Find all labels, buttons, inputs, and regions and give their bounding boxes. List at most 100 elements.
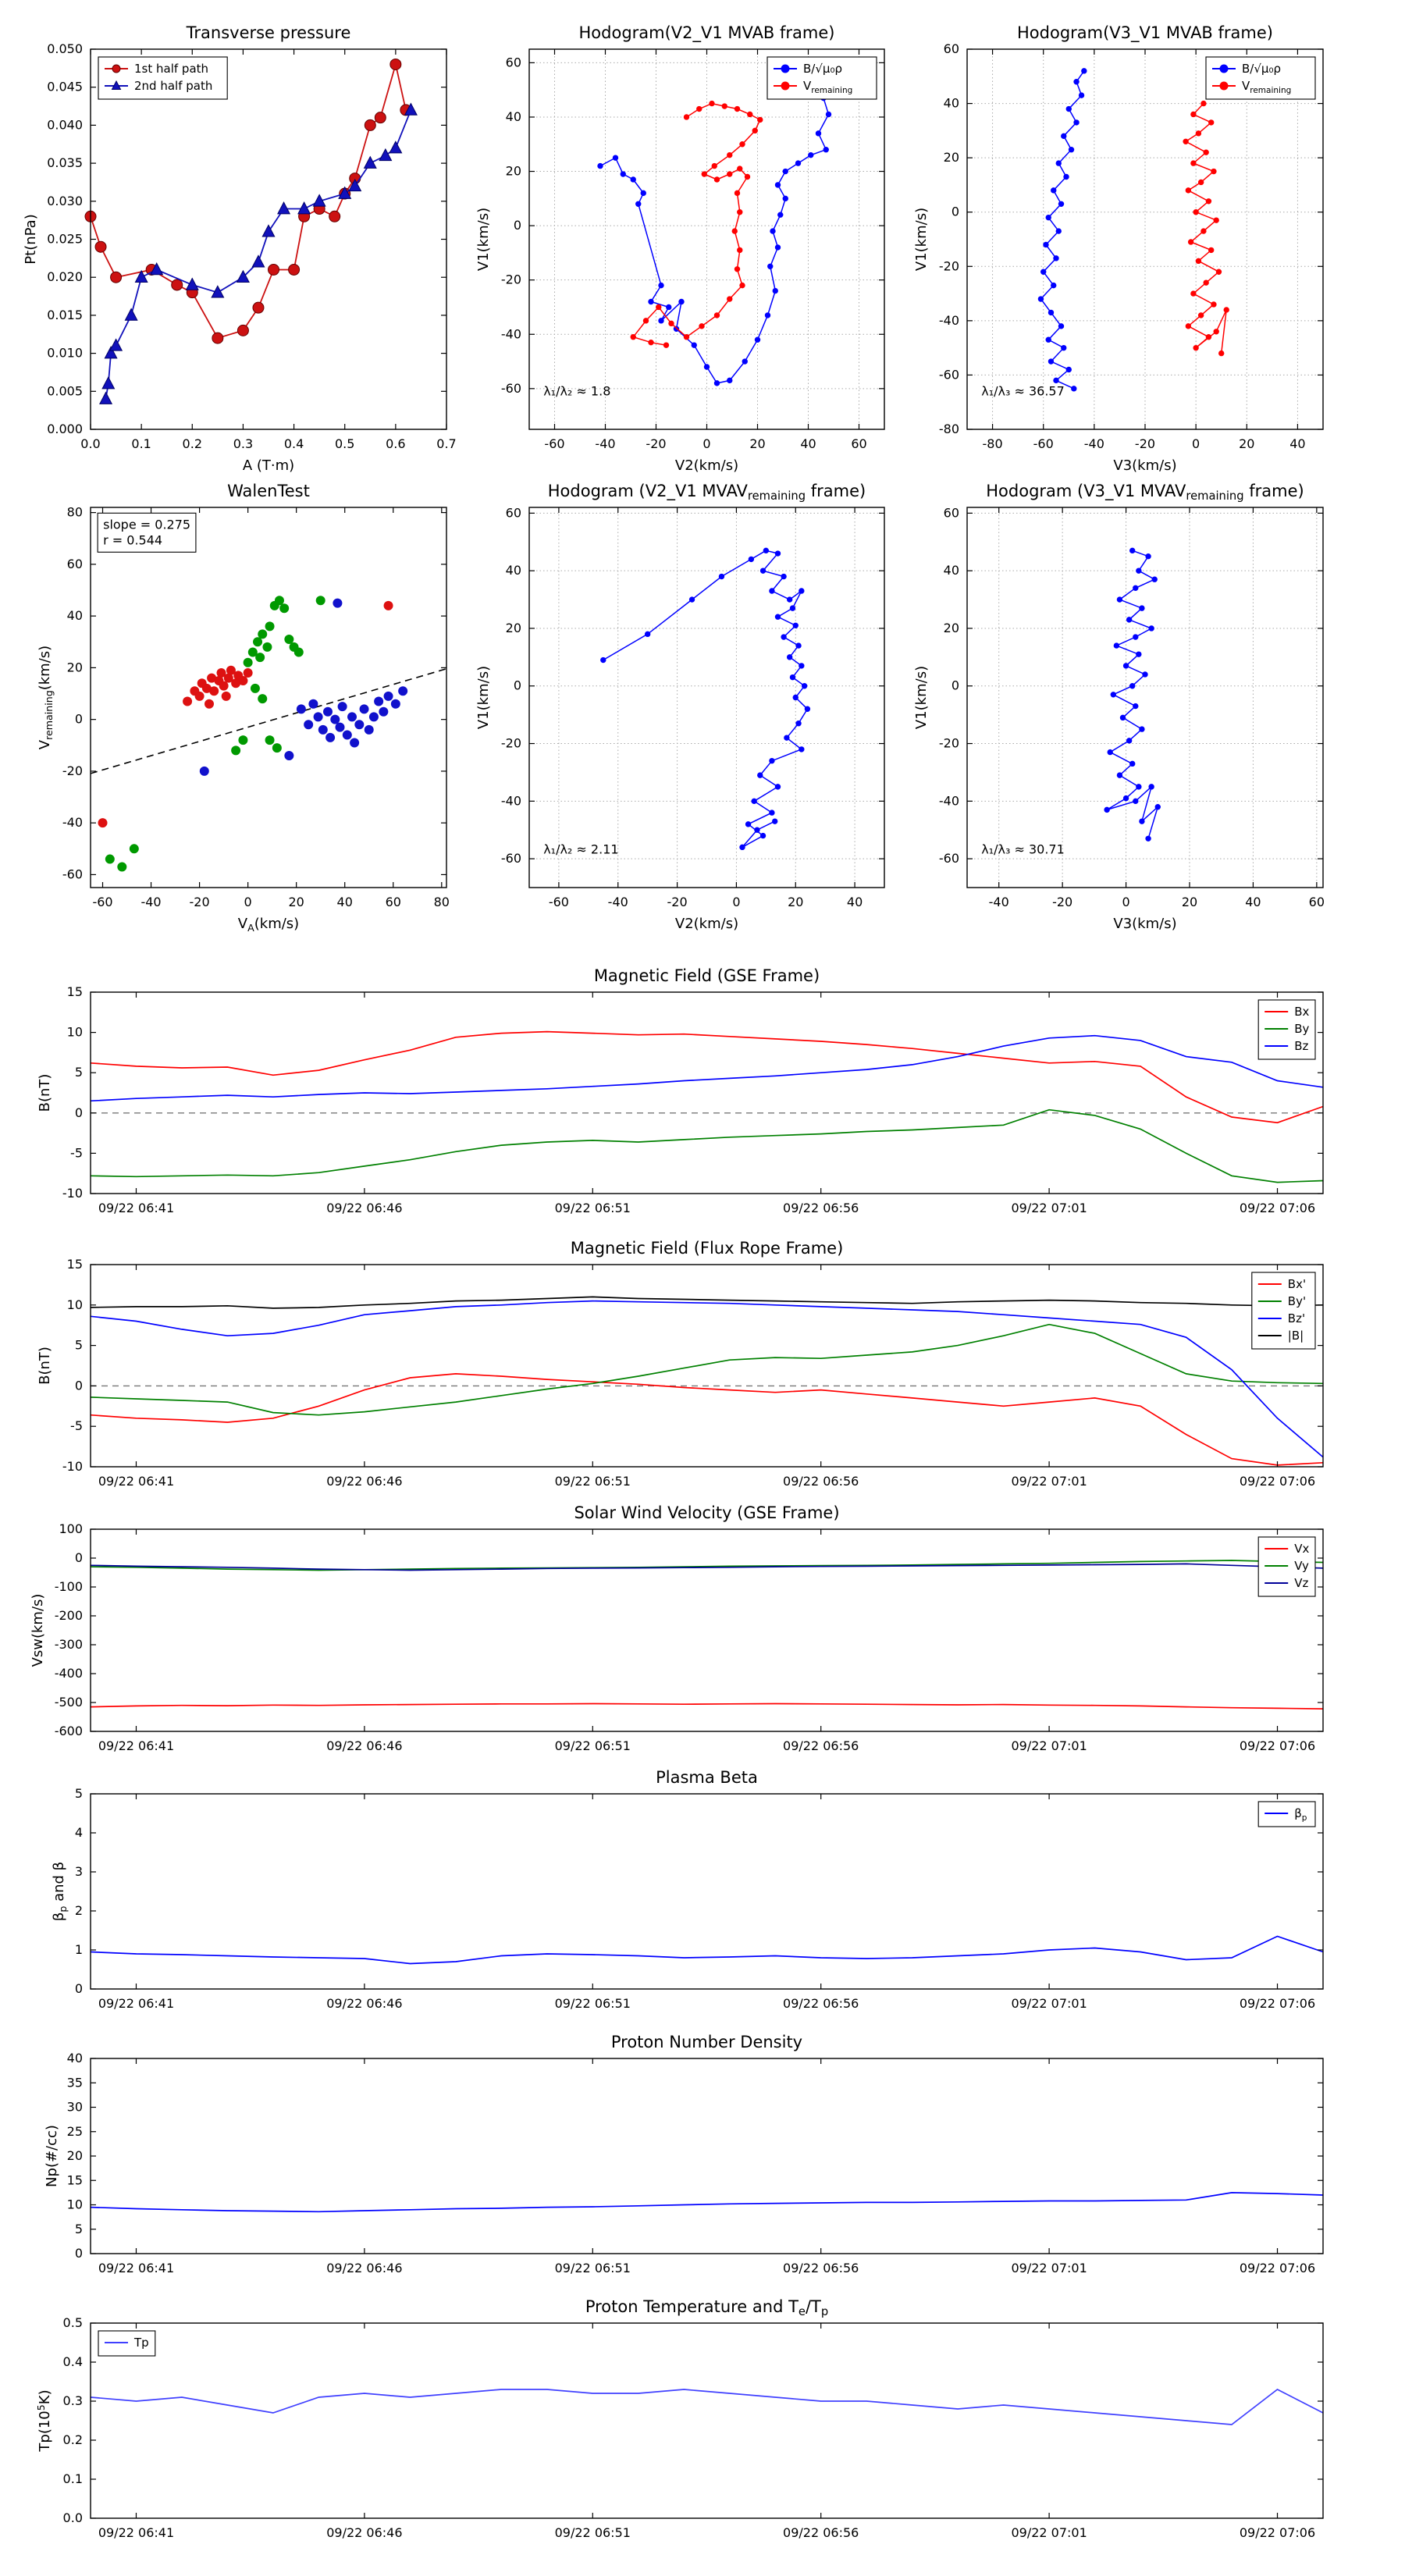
x-tick-label: 20: [749, 436, 765, 451]
y-tick-label: 40: [506, 563, 521, 578]
proton-temp-chart: 09/22 06:41 09/22 06:46 09/22 06:51 09/22 0…: [35, 2297, 1324, 2540]
x-tick-label: 60: [851, 436, 866, 451]
panel-plasma-beta: 09/22 06:41 09/22 06:46 09/22 06:51 09/22 0…: [51, 1768, 1324, 2011]
x-tick-label: 0.4: [284, 436, 304, 451]
y-tick-label: 20: [506, 621, 521, 635]
x-tick-label: -20: [1052, 895, 1072, 909]
chart-title: Magnetic Field (GSE Frame): [594, 966, 820, 985]
y-tick-label: 20: [506, 164, 521, 179]
series-fit-line: [90, 667, 447, 774]
series-Vy: [90, 1560, 1324, 1571]
x-tick-label: 0: [702, 436, 710, 451]
series-v-remaining-hodogram: [603, 550, 809, 848]
y-tick-label: 0.050: [47, 41, 83, 56]
y-tick-label: 1: [75, 1942, 83, 1957]
x-tick-label: 0.2: [183, 436, 202, 451]
x-tick-label: 09/22 07:01: [1011, 2261, 1087, 2275]
y-tick-label: 0.005: [47, 383, 83, 398]
y-tick-label: 3: [75, 1864, 83, 1879]
y-axis-label: V1(km/s): [913, 208, 930, 271]
annotation: λ₁/λ₂ ≈ 1.8: [543, 384, 610, 399]
y-tick-label: 0.1: [63, 2471, 83, 2486]
x-axis-label: A (T·m): [243, 457, 294, 474]
y-tick-label: 5: [75, 1786, 83, 1801]
y-tick-label: 0.0: [63, 2510, 83, 2525]
legend: B/√μ₀ρ Vremaining: [767, 56, 877, 100]
y-tick-label: -400: [55, 1666, 83, 1681]
chart-title: Proton Number Density: [611, 2033, 802, 2051]
x-tick-label: 09/22 06:46: [326, 2261, 402, 2275]
x-tick-label: 09/22 06:56: [783, 1201, 859, 1215]
y-tick-label: 80: [67, 505, 83, 520]
panel-hodogram-v3v1-mvav: -40 -20 0 20 40 60 -60 -40 -20 0 20 40 60 Hodogram (V…: [913, 482, 1325, 932]
series-first-half-path: [90, 64, 407, 340]
x-tick-label: 40: [847, 895, 863, 909]
axes-frame: [90, 507, 447, 888]
series-v-remaining: [1184, 103, 1227, 354]
series-By: [90, 1108, 1324, 1183]
y-axis-label: Pt(nPa): [23, 214, 39, 264]
x-tick-label: 09/22 06:46: [326, 1201, 402, 1215]
y-tick-label: 20: [944, 150, 959, 165]
legend: βp: [1257, 1801, 1316, 1827]
x-tick-label: 09/22 07:01: [1011, 1996, 1087, 2011]
legend-label: B/√μ₀ρ: [803, 62, 842, 76]
legend: Tp: [98, 2330, 156, 2357]
x-tick-label: -60: [1033, 436, 1054, 451]
y-tick-label: 40: [944, 96, 959, 111]
y-tick-label: 35: [67, 2075, 83, 2090]
mag-gse-chart: 09/22 06:41 09/22 06:46 09/22 06:51 09/22 0…: [37, 966, 1324, 1215]
y-tick-label: -5: [70, 1418, 83, 1433]
x-tick-label: 09/22 06:56: [783, 2525, 859, 2540]
y-tick-label: 0: [75, 2246, 83, 2261]
x-tick-label: 09/22 07:01: [1011, 1474, 1087, 1489]
x-tick-label: 60: [1309, 895, 1325, 909]
series-Tp: [90, 2388, 1324, 2425]
panel-solar-wind-velocity: 09/22 06:41 09/22 06:46 09/22 06:51 09/22 0…: [30, 1503, 1324, 1753]
y-tick-label: 60: [506, 55, 521, 69]
y-tick-label: 0.040: [47, 117, 83, 132]
y-tick-label: 0.030: [47, 194, 83, 208]
y-tick-label: 40: [67, 608, 83, 623]
y-tick-label: 0: [514, 218, 521, 233]
panel-magnetic-field-gse: 09/22 06:41 09/22 06:46 09/22 06:51 09/22 0…: [37, 966, 1324, 1215]
chart-title: Hodogram (V2_V1 MVAVremaining frame): [548, 482, 866, 503]
x-tick-label: 09/22 07:06: [1240, 2261, 1315, 2275]
legend-label: Tp: [133, 2336, 149, 2350]
x-tick-label: 0: [732, 895, 740, 909]
x-tick-label: 40: [337, 895, 353, 909]
y-tick-label: 15: [67, 1257, 83, 1272]
series-v-remaining: [632, 102, 761, 346]
y-tick-label: 0: [514, 678, 521, 693]
legend-label: Vremaining: [803, 79, 852, 95]
series-Bz: [90, 1034, 1324, 1102]
hodogram-v3v1-mvav-chart: -40 -20 0 20 40 60 -60 -40 -20 0 20 40 60 Hodogram (V…: [913, 482, 1325, 932]
x-tick-label: 0.0: [80, 436, 100, 451]
legend-label: B/√μ₀ρ: [1242, 62, 1281, 76]
x-tick-label: -20: [1135, 436, 1155, 451]
chart-title: Hodogram(V3_V1 MVAB frame): [1017, 23, 1273, 43]
panel-proton-temperature: 09/22 06:41 09/22 06:46 09/22 06:51 09/22 0…: [35, 2297, 1324, 2540]
annotation: λ₁/λ₂ ≈ 2.11: [543, 842, 618, 857]
x-tick-label: -40: [1084, 436, 1104, 451]
series-Bz-prime: [90, 1300, 1324, 1458]
legend: Vx Vy Vz: [1257, 1536, 1316, 1597]
y-tick-label: 100: [59, 1521, 83, 1536]
legend-label: Vremaining: [1242, 79, 1291, 95]
chart-title: Hodogram(V2_V1 MVAB frame): [579, 23, 835, 43]
x-tick-label: 09/22 06:51: [555, 1996, 631, 2011]
y-tick-label: -10: [62, 1459, 83, 1474]
legend: Bx By Bz: [1257, 999, 1316, 1060]
x-axis-label: VA(km/s): [238, 916, 299, 934]
y-axis-label: Vremaining(km/s): [37, 646, 55, 749]
hodogram-v2v1-mvab-chart: -60 -40 -20 0 20 40 60 -60 -40 -20 0 20 40 60 Hodogram…: [475, 23, 885, 474]
series-Vz: [90, 1563, 1324, 1571]
y-axis-label: B(nT): [37, 1347, 53, 1385]
y-axis-label: Vsw(km/s): [30, 1594, 46, 1667]
y-tick-label: -40: [501, 326, 521, 341]
x-tick-label: 09/22 06:41: [98, 1474, 174, 1489]
panel-hodogram-v2v1-mvab: -60 -40 -20 0 20 40 60 -60 -40 -20 0 20 40 60 Hodogram…: [475, 23, 885, 474]
legend: 1st half path 2nd half path: [98, 56, 228, 100]
x-tick-label: 0.6: [386, 436, 405, 451]
